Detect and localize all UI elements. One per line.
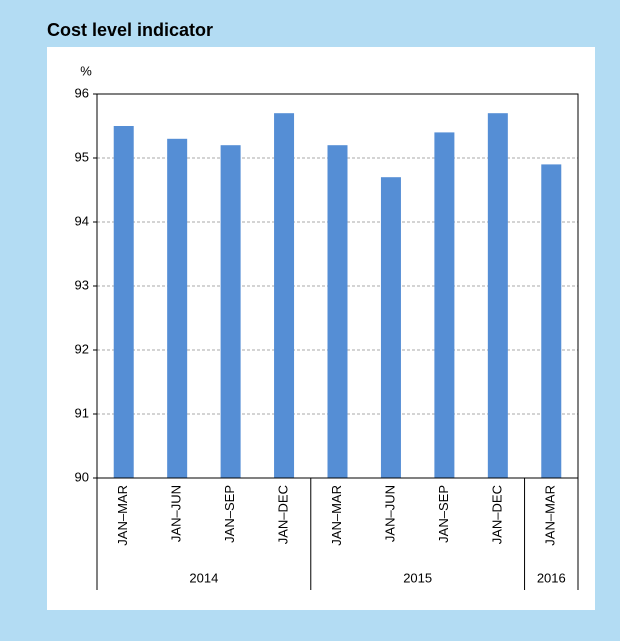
y-tick-label: 92 bbox=[75, 341, 89, 356]
bar bbox=[167, 138, 188, 479]
x-tick-label: JAN–MAR bbox=[115, 485, 130, 546]
y-tick-label: 95 bbox=[75, 149, 89, 164]
y-tick-label: 90 bbox=[75, 469, 89, 484]
x-tick-label: JAN–SEP bbox=[436, 485, 451, 543]
bar bbox=[113, 126, 134, 478]
plot-border bbox=[96, 93, 579, 479]
x-tick-label: JAN–DEC bbox=[275, 485, 290, 544]
bar bbox=[220, 145, 241, 478]
x-tick-label: JAN–SEP bbox=[222, 485, 237, 543]
y-tick-label: 91 bbox=[75, 405, 89, 420]
y-tick-label: 96 bbox=[75, 85, 89, 100]
y-axis-label: % bbox=[80, 63, 92, 78]
y-tick-label: 94 bbox=[75, 213, 89, 228]
x-tick-label: JAN–DEC bbox=[489, 485, 504, 544]
bar bbox=[274, 113, 295, 478]
y-tick-label: 93 bbox=[75, 277, 89, 292]
bar bbox=[380, 177, 401, 478]
group-label: 2015 bbox=[403, 570, 432, 585]
bar bbox=[541, 164, 562, 478]
x-tick-label: JAN–JUN bbox=[169, 485, 184, 542]
bar bbox=[327, 145, 348, 478]
group-label: 2016 bbox=[537, 570, 566, 585]
x-tick-label: JAN–MAR bbox=[329, 485, 344, 546]
bar bbox=[487, 113, 508, 478]
group-label: 2014 bbox=[189, 570, 218, 585]
x-tick-label: JAN–JUN bbox=[382, 485, 397, 542]
x-tick-label: JAN–MAR bbox=[543, 485, 558, 546]
chart-title: Cost level indicator bbox=[47, 20, 213, 40]
bar bbox=[434, 132, 455, 478]
